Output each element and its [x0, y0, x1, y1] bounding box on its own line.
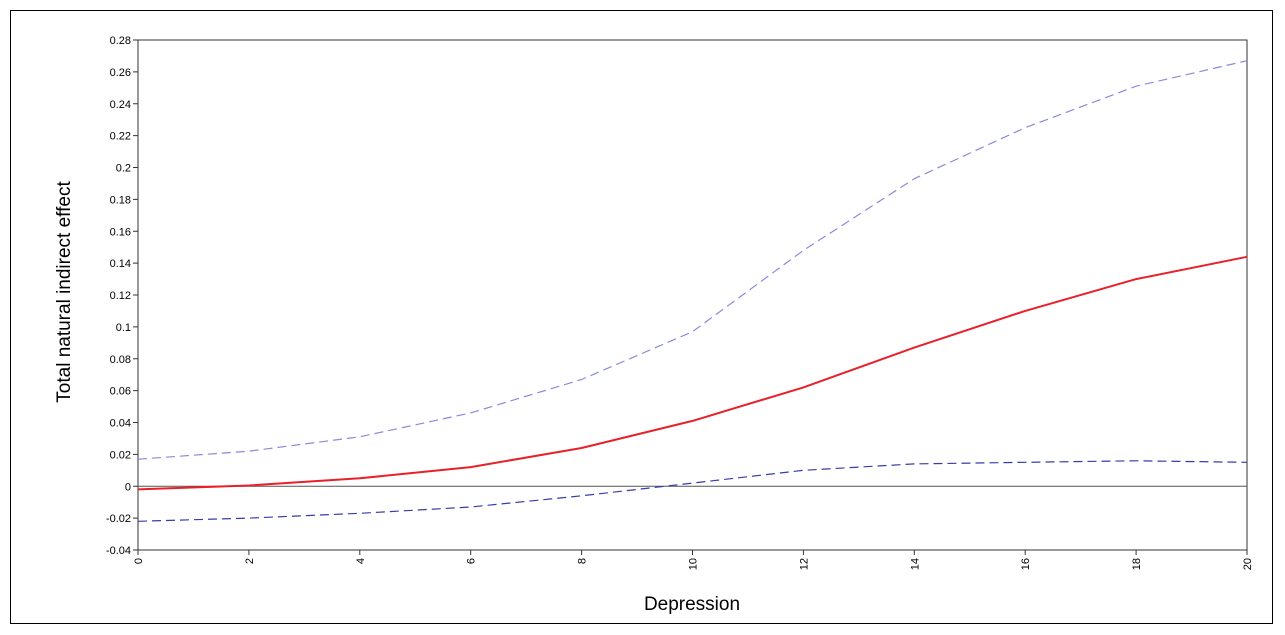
y-tick-label: 0.28 — [110, 35, 131, 47]
y-axis: -0.04 -0.02 0 0.02 0.04 0.06 0.08 0.1 0.12 0.14 0.… — [106, 35, 138, 557]
chart-frame — [10, 10, 1273, 624]
series-line-upper-bound — [137, 60, 1248, 460]
x-axis-title: Depression — [644, 594, 740, 615]
y-tick-label: 0.26 — [110, 67, 131, 79]
x-axis: 0 2 4 6 8 10 12 14 16 18 20 — [133, 550, 1254, 570]
x-tick-label: 12 — [798, 558, 810, 570]
series-line-lower-bound — [137, 460, 1248, 522]
x-tick-label: 20 — [1242, 558, 1254, 570]
y-tick-label: 0.16 — [110, 226, 131, 238]
x-tick-label: 14 — [909, 558, 921, 570]
y-tick-label: 0.06 — [110, 386, 131, 398]
x-tick-label: 8 — [577, 558, 589, 564]
x-tick-label: 10 — [688, 558, 700, 570]
x-tick-label: 16 — [1020, 558, 1032, 570]
x-tick-label: 18 — [1131, 558, 1143, 570]
y-tick-label: 0.1 — [116, 322, 131, 334]
y-tick-label: -0.04 — [106, 545, 131, 557]
x-tick-label: 2 — [244, 558, 256, 564]
y-tick-label: -0.02 — [106, 513, 131, 525]
y-tick-label: 0.22 — [110, 131, 131, 143]
y-tick-label: 0 — [125, 481, 131, 493]
x-tick-label: 6 — [466, 558, 478, 564]
y-tick-label: 0.02 — [110, 449, 131, 461]
y-tick-label: 0.24 — [110, 99, 131, 111]
x-tick-label: 0 — [133, 558, 145, 564]
x-tick-label: 4 — [355, 558, 367, 564]
y-tick-label: 0.08 — [110, 354, 131, 366]
y-tick-label: 0.18 — [110, 194, 131, 206]
series-line-estimate — [137, 255, 1248, 491]
series-layer — [137, 60, 1248, 522]
y-axis-title: Total natural indirect effect — [54, 181, 75, 403]
y-tick-label: 0.04 — [110, 418, 131, 430]
y-tick-label: 0.2 — [116, 163, 131, 175]
y-tick-label: 0.12 — [110, 290, 131, 302]
y-tick-label: 0.14 — [110, 258, 131, 270]
